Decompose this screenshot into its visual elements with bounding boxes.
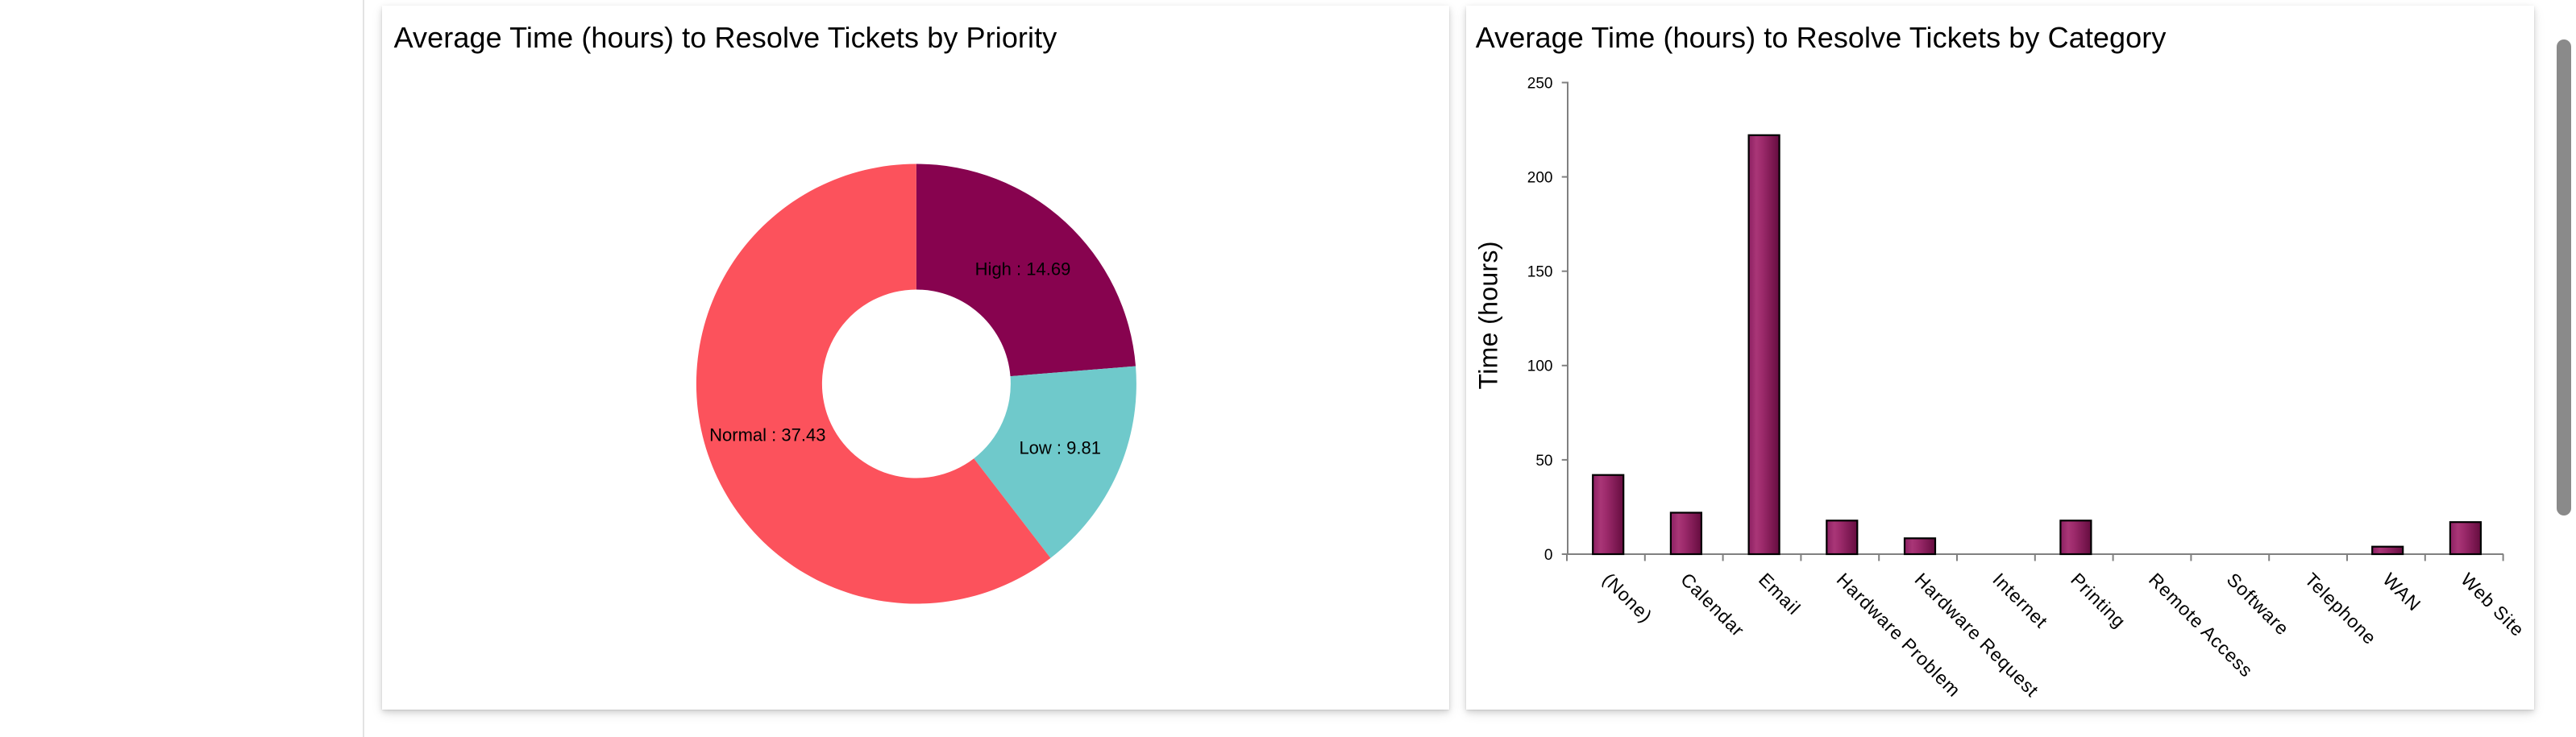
svg-text:Printing: Printing bbox=[2067, 569, 2130, 632]
svg-text:Software: Software bbox=[2223, 569, 2294, 640]
svg-text:200: 200 bbox=[1527, 170, 1553, 187]
svg-text:Telephone: Telephone bbox=[2301, 569, 2381, 648]
svg-text:100: 100 bbox=[1527, 358, 1553, 375]
svg-text:WAN: WAN bbox=[2379, 569, 2425, 615]
svg-text:Email: Email bbox=[1755, 569, 1805, 619]
svg-text:Internet: Internet bbox=[1988, 569, 2052, 632]
svg-text:250: 250 bbox=[1527, 75, 1553, 92]
svg-text:Web Site: Web Site bbox=[2457, 569, 2528, 640]
svg-text:150: 150 bbox=[1527, 264, 1553, 281]
svg-text:0: 0 bbox=[1544, 547, 1553, 564]
svg-text:Normal : 37.43: Normal : 37.43 bbox=[709, 425, 825, 445]
svg-text:(None): (None) bbox=[1598, 569, 1656, 627]
svg-text:Low : 9.81: Low : 9.81 bbox=[1019, 438, 1101, 458]
svg-text:High : 14.69: High : 14.69 bbox=[975, 259, 1071, 279]
svg-text:Time (hours): Time (hours) bbox=[1473, 241, 1502, 389]
svg-text:Calendar: Calendar bbox=[1676, 569, 1748, 640]
svg-text:50: 50 bbox=[1535, 453, 1552, 470]
